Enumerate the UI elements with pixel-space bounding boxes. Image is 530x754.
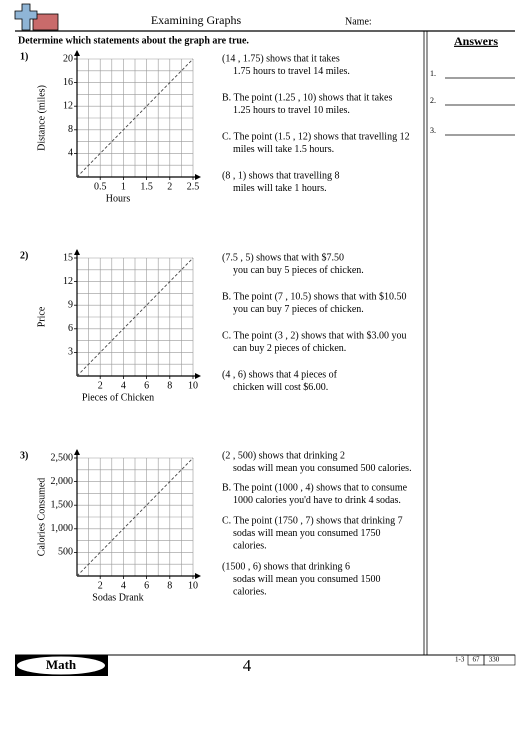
score: 330 [489, 656, 500, 664]
statement-line: you can buy 7 pieces of chicken. [233, 304, 364, 315]
statement-line: C. The point (3 , 2) shows that with $3.… [222, 330, 407, 341]
statement-line: B. The point (1000 , 4) shows that to co… [222, 482, 408, 493]
statement-line: calories. [233, 586, 267, 597]
statement-line: C. The point (1750 , 7) shows that drink… [222, 515, 403, 526]
x-tick-label: 2.5 [187, 181, 200, 192]
y-tick-label: 4 [68, 148, 73, 159]
brand: Math [46, 657, 77, 672]
y-tick-label: 1,000 [51, 523, 74, 534]
statement-line: sodas will mean you consumed 1750 [233, 528, 380, 539]
axis-arrow [74, 50, 80, 56]
answers-title: Answers [454, 34, 498, 48]
y-axis-label: Price [36, 306, 47, 327]
y-tick-label: 2,000 [51, 476, 74, 487]
y-axis-label: Calories Consumed [36, 478, 47, 557]
x-tick-label: 8 [167, 380, 172, 391]
x-axis-label: Hours [106, 193, 131, 204]
statement-line: 1.25 hours to travel 10 miles. [233, 105, 350, 116]
x-tick-label: 1.5 [140, 181, 153, 192]
statement-line: miles will take 1.5 hours. [233, 144, 334, 155]
x-tick-label: 2 [167, 181, 172, 192]
y-tick-label: 1,500 [51, 499, 74, 510]
x-tick-label: 4 [121, 380, 126, 391]
y-tick-label: 500 [58, 547, 73, 558]
statement-line: (4 , 6) shows that 4 pieces of [222, 369, 338, 380]
statement-line: (8 , 1) shows that travelling 8 [222, 170, 339, 181]
statement-line: 1.75 hours to travel 14 miles. [233, 66, 350, 77]
page-number: 4 [243, 656, 252, 675]
statement-line: calories. [233, 540, 267, 551]
data-line [76, 257, 194, 377]
y-tick-label: 20 [63, 53, 73, 64]
x-tick-label: 0.5 [94, 181, 107, 192]
x-axis-label: Sodas Drank [92, 592, 143, 603]
x-tick-label: 2 [98, 580, 103, 591]
x-tick-label: 6 [144, 580, 149, 591]
title: Examining Graphs [151, 13, 242, 27]
instructions: Determine which statements about the gra… [18, 35, 249, 46]
score-box [483, 654, 516, 666]
y-tick-label: 16 [63, 77, 73, 88]
x-tick-label: 6 [144, 380, 149, 391]
y-tick-label: 8 [68, 124, 73, 135]
y-tick-label: 2,500 [51, 452, 74, 463]
statement-line: (2 , 500) shows that drinking 2 [222, 450, 345, 461]
statement-line: 1000 calories you'd have to drink 4 soda… [233, 495, 401, 506]
range: 1-3 [455, 656, 465, 664]
statement-line: (7.5 , 5) shows that with $7.50 [222, 252, 344, 263]
statement-line: can buy 2 pieces of chicken. [233, 343, 346, 354]
statement-line: chicken will cost $6.00. [233, 382, 328, 393]
x-tick-label: 2 [98, 380, 103, 391]
answer-number: 2. [430, 96, 436, 105]
y-tick-label: 12 [63, 276, 73, 287]
y-tick-label: 12 [63, 100, 73, 111]
problem-number: 2) [20, 250, 28, 261]
y-tick-label: 9 [68, 299, 73, 310]
y-tick-label: 15 [63, 252, 73, 263]
x-tick-label: 4 [121, 580, 126, 591]
brand-oval [17, 656, 105, 675]
y-tick-label: 6 [68, 323, 73, 334]
statement-line: sodas will mean you consumed 500 calorie… [233, 463, 412, 474]
problem-number: 3) [20, 450, 28, 461]
statement-line: sodas will mean you consumed 1500 [233, 574, 380, 585]
answer-number: 3. [430, 126, 436, 135]
axis-arrow [74, 249, 80, 255]
statement-line: C. The point (1.5 , 12) shows that trave… [222, 131, 410, 142]
x-axis-label: Pieces of Chicken [82, 392, 154, 403]
axis-arrow [195, 373, 201, 379]
statement-line: B. The point (1.25 , 10) shows that it t… [222, 92, 392, 103]
x-tick-label: 1 [121, 181, 126, 192]
answer-number: 1. [430, 69, 436, 78]
name-label: Name: [345, 16, 372, 27]
axis-arrow [195, 174, 201, 180]
score: 67 [473, 656, 481, 664]
axis-arrow [195, 573, 201, 579]
x-tick-label: 10 [188, 380, 198, 391]
x-tick-label: 8 [167, 580, 172, 591]
statement-line: (1500 , 6) shows that drinking 6 [222, 561, 350, 572]
statement-line: B. The point (7 , 10.5) shows that with … [222, 291, 407, 302]
axis-arrow [74, 449, 80, 455]
statement-line: you can buy 5 pieces of chicken. [233, 265, 364, 276]
logo-icon [14, 3, 59, 31]
x-tick-label: 10 [188, 580, 198, 591]
y-axis-label: Distance (miles) [36, 85, 47, 151]
data-line [76, 58, 194, 178]
y-tick-label: 3 [68, 347, 73, 358]
statement-line: miles will take 1 hours. [233, 183, 327, 194]
statement-line: (14 , 1.75) shows that it takes [222, 53, 340, 64]
problem-number: 1) [20, 51, 28, 62]
data-line [76, 457, 194, 577]
